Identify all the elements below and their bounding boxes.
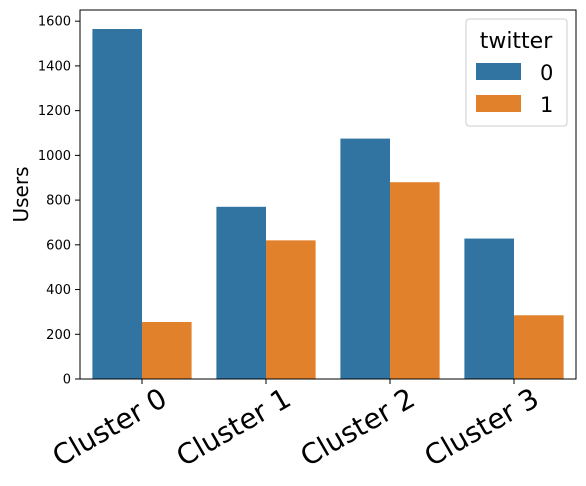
y-tick-label: 1000 bbox=[38, 149, 71, 164]
plot-frame bbox=[79, 9, 577, 380]
x-tick-label: Cluster 1 bbox=[171, 381, 297, 473]
y-tick-label: 400 bbox=[46, 283, 71, 298]
legend-title: twitter bbox=[480, 29, 554, 54]
bar-series-0-cluster-3 bbox=[464, 238, 514, 379]
x-tick-label: Cluster 0 bbox=[47, 381, 173, 473]
legend-label-0: 0 bbox=[540, 61, 553, 85]
legend: twitter 0 1 bbox=[465, 18, 568, 127]
y-tick-label: 600 bbox=[46, 238, 71, 253]
legend-swatch-0 bbox=[476, 63, 521, 80]
y-tick-label: 0 bbox=[63, 373, 71, 388]
bar-series-1-cluster-3 bbox=[514, 315, 564, 379]
bar-series-1-cluster-1 bbox=[266, 240, 316, 379]
bar-series-1-cluster-0 bbox=[142, 321, 192, 379]
legend-label-1: 1 bbox=[540, 93, 553, 117]
y-tick-label: 1200 bbox=[38, 104, 71, 119]
y-tick-label: 1400 bbox=[38, 59, 71, 74]
bar-series-0-cluster-0 bbox=[92, 29, 142, 379]
x-tick-label: Cluster 3 bbox=[419, 381, 545, 473]
bar-series-1-cluster-2 bbox=[390, 182, 440, 379]
bars-group bbox=[92, 29, 564, 379]
bar-series-0-cluster-1 bbox=[216, 206, 266, 379]
y-axis-title: Users bbox=[9, 166, 33, 222]
y-axis-ticks: 0 200 400 600 800 1000 1200 1400 1600 bbox=[38, 15, 80, 388]
x-tick-label: Cluster 2 bbox=[295, 381, 421, 473]
y-tick-label: 1600 bbox=[38, 15, 71, 30]
y-tick-label: 800 bbox=[46, 194, 71, 209]
y-tick-label: 200 bbox=[46, 328, 71, 343]
bar-series-0-cluster-2 bbox=[340, 138, 390, 379]
legend-swatch-1 bbox=[476, 95, 521, 112]
